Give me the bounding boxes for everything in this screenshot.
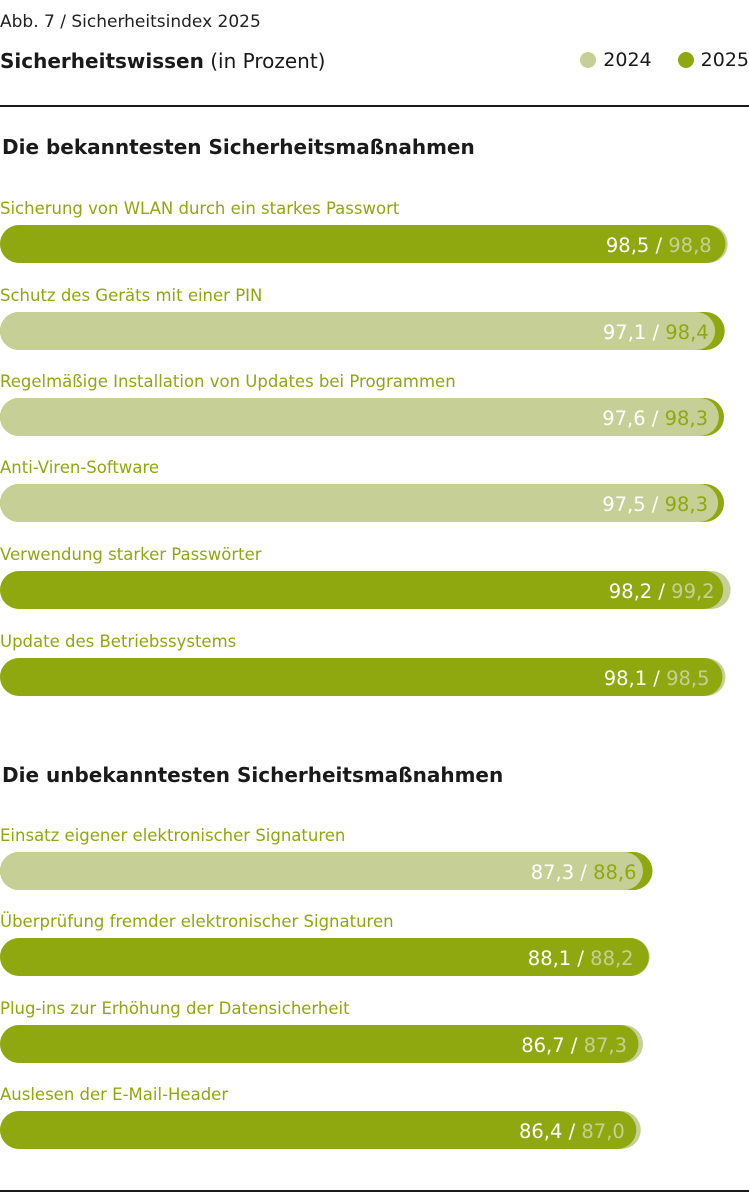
value-separator: / <box>571 947 590 970</box>
value-2024: 97,1 <box>603 321 646 344</box>
value-2025: 86,7 <box>521 1034 564 1057</box>
legend-label-2025: 2025 <box>700 49 749 71</box>
bar-value-label: 97,1 / 98,4 <box>603 321 709 344</box>
value-2024: 99,2 <box>671 580 714 603</box>
bar-value-label: 97,5 / 98,3 <box>602 493 708 516</box>
bar-2025 <box>0 1025 639 1063</box>
value-2024: 87,0 <box>581 1120 624 1143</box>
value-2025: 98,3 <box>665 493 708 516</box>
value-separator: / <box>574 861 593 884</box>
value-2024: 87,3 <box>584 1034 627 1057</box>
bar-value-label: 86,4 / 87,0 <box>519 1120 625 1143</box>
bar-value-label: 98,1 / 98,5 <box>604 667 710 690</box>
bar-value-label: 97,6 / 98,3 <box>602 407 708 430</box>
value-2024: 88,2 <box>590 947 633 970</box>
bar-2024 <box>0 398 719 436</box>
legend-label-2024: 2024 <box>603 49 652 71</box>
value-separator: / <box>565 1034 584 1057</box>
value-2025: 98,3 <box>665 407 708 430</box>
row-label: Regelmäßige Installation von Updates bei… <box>0 372 456 391</box>
bar-2025 <box>0 938 649 976</box>
value-separator: / <box>646 407 665 430</box>
legend-dot-2025-icon <box>677 52 694 68</box>
value-2024: 98,5 <box>666 667 709 690</box>
bar-value-label: 86,7 / 87,3 <box>521 1034 627 1057</box>
legend-item-2025: 2025 <box>677 49 749 71</box>
value-2024: 97,5 <box>602 493 645 516</box>
row-label: Einsatz eigener elektronischer Signature… <box>0 826 346 845</box>
section-title-top: Die bekanntesten Sicherheitsmaßnahmen <box>2 135 475 159</box>
row-label: Sicherung von WLAN durch ein starkes Pas… <box>0 199 400 218</box>
value-2025: 98,1 <box>604 667 647 690</box>
value-separator: / <box>562 1120 581 1143</box>
value-separator: / <box>652 580 671 603</box>
chart-title-unit: (in Prozent) <box>210 49 326 73</box>
row-label: Update des Betriebssystems <box>0 632 237 651</box>
bar-value-label: 98,2 / 99,2 <box>609 580 715 603</box>
bar-2025 <box>0 1111 637 1149</box>
bar-2025 <box>0 658 723 696</box>
row-label: Schutz des Geräts mit einer PIN <box>0 286 263 305</box>
value-2025: 88,1 <box>528 947 571 970</box>
chart-title-main: Sicherheitswissen <box>0 49 204 73</box>
value-2024: 87,3 <box>531 861 574 884</box>
value-2025: 88,6 <box>593 861 636 884</box>
legend: 2024 2025 <box>554 49 749 71</box>
bar-2025 <box>0 225 726 263</box>
row-label: Plug-ins zur Erhöhung der Datensicherhei… <box>0 999 350 1018</box>
bar-value-label: 98,5 / 98,8 <box>606 234 712 257</box>
value-2025: 98,5 <box>606 234 649 257</box>
value-separator: / <box>646 321 665 344</box>
value-2024: 97,6 <box>602 407 645 430</box>
row-label: Verwendung starker Passwörter <box>0 545 262 564</box>
value-separator: / <box>649 234 668 257</box>
chart-title: Sicherheitswissen (in Prozent) <box>0 49 325 73</box>
value-separator: / <box>647 667 666 690</box>
bar-2025 <box>0 571 724 609</box>
row-label: Auslesen der E-Mail-Header <box>0 1085 229 1104</box>
bar-2024 <box>0 312 716 350</box>
legend-dot-2024-icon <box>580 52 597 68</box>
value-2025: 86,4 <box>519 1120 562 1143</box>
bar-value-label: 88,1 / 88,2 <box>528 947 634 970</box>
top-divider <box>0 105 749 107</box>
figure-label: Abb. 7 / Sicherheitsindex 2025 <box>0 12 261 32</box>
legend-item-2024: 2024 <box>580 49 652 71</box>
bottom-divider <box>0 1190 749 1192</box>
section-title-bottom: Die unbekanntesten Sicherheitsmaßnahmen <box>2 763 504 787</box>
value-2024: 98,8 <box>668 234 711 257</box>
row-label: Anti-Viren-Software <box>0 458 160 477</box>
value-separator: / <box>646 493 665 516</box>
bar-2024 <box>0 484 719 522</box>
row-label: Überprüfung fremder elektronischer Signa… <box>0 912 394 931</box>
bar-value-label: 87,3 / 88,6 <box>531 861 637 884</box>
bar-2024 <box>0 852 643 890</box>
value-2025: 98,2 <box>609 580 652 603</box>
value-2025: 98,4 <box>665 321 708 344</box>
